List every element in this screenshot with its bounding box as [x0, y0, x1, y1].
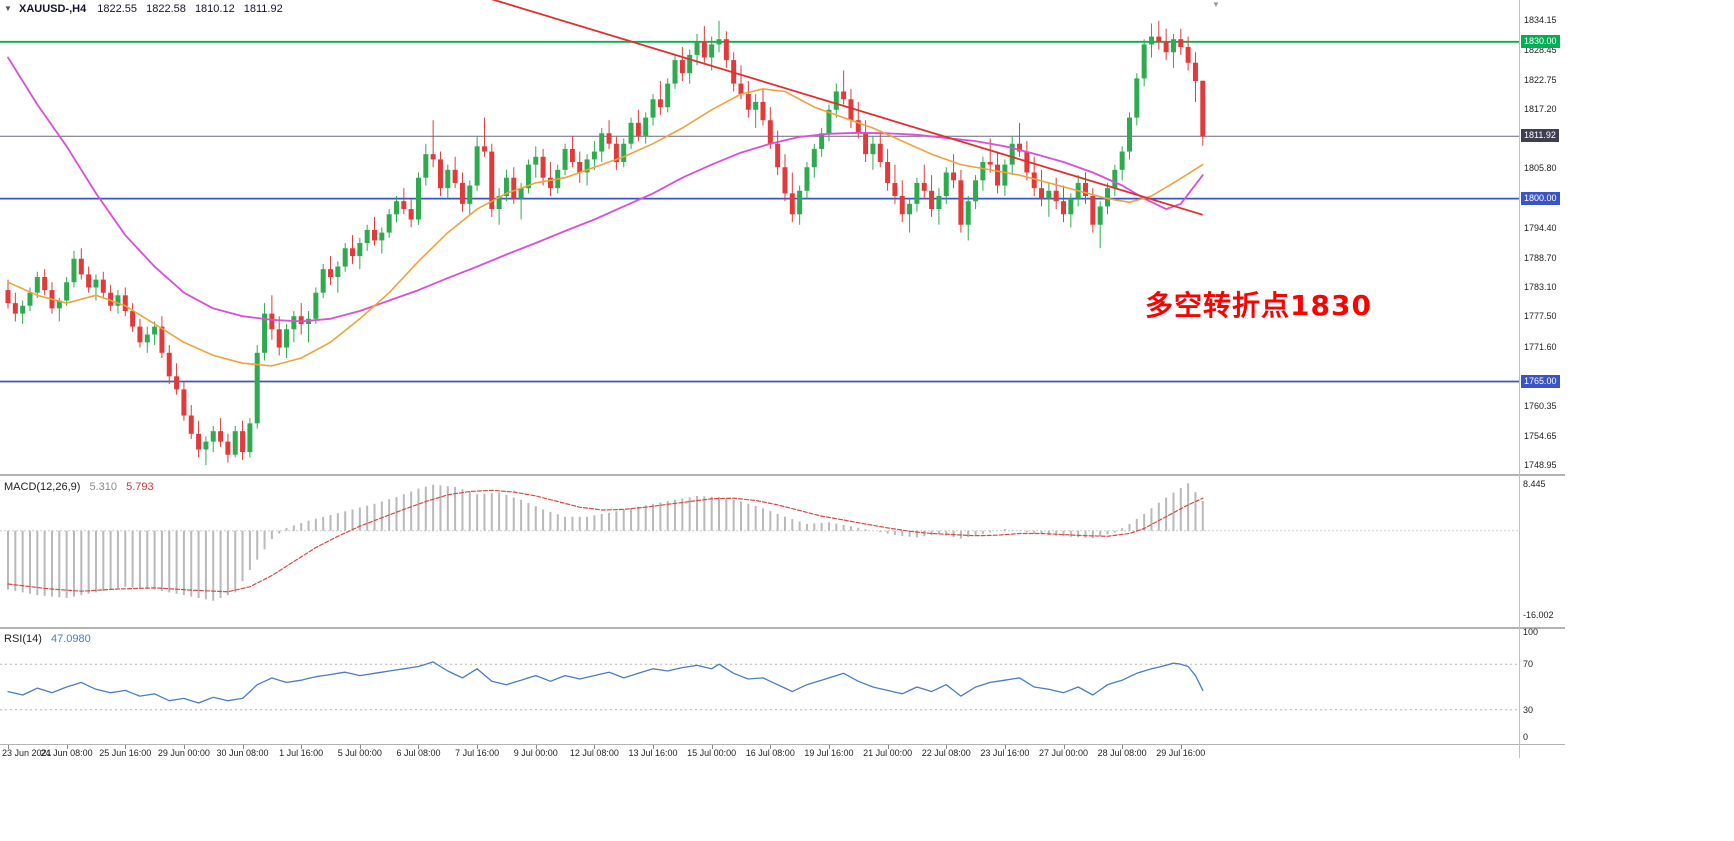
time-tick: [125, 745, 127, 749]
price-tick-label: 1822.75: [1524, 74, 1557, 85]
time-axis[interactable]: 23 Jun 2021 24 Jun 08:00 25 Jun 16:00 29 Ju…: [0, 745, 1519, 758]
price-tick-label: 1834.15: [1524, 15, 1557, 26]
time-axis-border: [0, 744, 1565, 745]
time-tick: [1004, 745, 1006, 749]
time-tick: [1122, 745, 1124, 749]
time-tick-label: 30 Jun 08:00: [216, 748, 269, 758]
price-tick-label: 1777.50: [1524, 311, 1557, 322]
price-tick-label: 1788.70: [1524, 252, 1557, 263]
time-tick-label: 24 Jun 08:00: [40, 748, 93, 758]
time-tick: [535, 745, 537, 749]
quote-high: 1822.58: [146, 3, 186, 15]
time-tick: [242, 745, 244, 749]
macd-value-main: 5.310: [89, 481, 118, 493]
rsi-axis-label-0: 0: [1523, 732, 1529, 742]
time-tick-label: 29 Jun 00:00: [157, 748, 210, 758]
time-tick: [828, 745, 830, 749]
time-tick-label: 1 Jul 16:00: [279, 748, 324, 758]
time-tick-label: 7 Jul 16:00: [455, 748, 500, 758]
rsi-axis-label-100: 100: [1523, 627, 1539, 637]
rsi-axis-label-70: 70: [1523, 659, 1534, 669]
chart-annotation-text[interactable]: 多空转折点1830: [1145, 289, 1372, 322]
time-tick-label: 13 Jul 16:00: [628, 748, 678, 758]
current-price-label: 1811.92: [1521, 129, 1559, 143]
panel-separator[interactable]: [0, 474, 1565, 476]
time-tick-label: 23 Jul 16:00: [980, 748, 1030, 758]
time-tick-label: 29 Jul 16:00: [1156, 748, 1206, 758]
macd-label: MACD(12,26,9): [4, 481, 81, 493]
time-tick-label: 25 Jun 16:00: [99, 748, 152, 758]
time-tick-label: 12 Jul 08:00: [569, 748, 619, 758]
time-tick: [653, 745, 655, 749]
level-price-label: 1765.00: [1521, 374, 1560, 388]
time-tick: [711, 745, 713, 749]
price-tick-label: 1748.95: [1524, 460, 1557, 471]
quote-low: 1810.12: [194, 3, 235, 15]
macd-value-signal: 5.793: [126, 481, 154, 493]
time-tick: [946, 745, 948, 749]
rsi-axis-label-30: 30: [1523, 705, 1534, 715]
price-tick-label: 1805.80: [1524, 163, 1557, 174]
macd-chart-canvas[interactable]: [0, 478, 1519, 626]
price-tick-label: 1828.45: [1524, 44, 1557, 55]
time-tick: [359, 745, 361, 749]
time-tick: [594, 745, 596, 749]
time-tick: [887, 745, 889, 749]
time-tick: [770, 745, 772, 749]
time-tick: [301, 745, 303, 749]
time-tick: [183, 745, 185, 749]
time-tick: [477, 745, 479, 749]
time-tick-label: 21 Jul 00:00: [863, 748, 913, 758]
price-tick-label: 1760.35: [1524, 400, 1557, 411]
rsi-label: RSI(14): [4, 633, 42, 645]
time-tick-label: 23 Jun 2021: [2, 748, 52, 758]
time-tick: [66, 745, 68, 749]
macd-panel[interactable]: [0, 478, 1519, 626]
rsi-panel[interactable]: [0, 630, 1519, 744]
rsi-chart-canvas[interactable]: [0, 630, 1519, 744]
time-tick-label: 6 Jul 08:00: [396, 748, 441, 758]
main-price-panel[interactable]: [0, 0, 1519, 473]
time-tick-label: 28 Jul 08:00: [1097, 748, 1147, 758]
time-tick-label: 15 Jul 00:00: [687, 748, 737, 758]
rsi-label-row: RSI(14) 47.0980: [4, 633, 91, 645]
time-tick-label: 22 Jul 08:00: [921, 748, 971, 758]
symbol-timeframe: XAUUSD-,H4: [18, 3, 87, 15]
time-tick-label: 9 Jul 00:00: [513, 748, 558, 758]
chart-shift-marker-icon[interactable]: ▼: [1212, 0, 1220, 9]
rsi-value: 47.0980: [50, 633, 91, 645]
time-tick: [418, 745, 420, 749]
macd-label-row: MACD(12,26,9) 5.310 5.793: [4, 481, 154, 493]
macd-axis-max-label: 8.445: [1523, 479, 1546, 489]
panel-separator[interactable]: [0, 627, 1565, 629]
time-tick: [8, 745, 9, 749]
time-tick: [1063, 745, 1065, 749]
time-tick-label: 19 Jul 16:00: [804, 748, 854, 758]
quote-bar: ▼ XAUUSD-,H4 1822.55 1822.58 1810.12 181…: [4, 3, 289, 15]
level-price-label: 1830.00: [1521, 34, 1560, 48]
price-chart-canvas[interactable]: [0, 0, 1519, 473]
time-tick: [1180, 745, 1182, 749]
quote-close: 1811.92: [243, 3, 283, 15]
price-axis[interactable]: 1834.15 1828.45 1822.75 1817.20 1805.80 1794.…: [1519, 0, 1565, 758]
time-tick-label: 27 Jul 00:00: [1038, 748, 1089, 758]
quote-open: 1822.55: [97, 3, 138, 15]
price-tick-label: 1783.10: [1524, 281, 1557, 292]
level-price-label: 1800.00: [1521, 191, 1560, 205]
price-tick-label: 1754.65: [1524, 430, 1557, 441]
time-tick-label: 5 Jul 00:00: [337, 748, 382, 758]
collapse-triangle-icon[interactable]: ▼: [4, 4, 12, 13]
price-tick-label: 1817.20: [1524, 103, 1557, 114]
time-tick-label: 16 Jul 08:00: [745, 748, 795, 758]
macd-axis-min-label: -16.002: [1523, 610, 1554, 620]
price-tick-label: 1771.60: [1524, 342, 1557, 353]
price-tick-label: 1794.40: [1524, 222, 1557, 233]
